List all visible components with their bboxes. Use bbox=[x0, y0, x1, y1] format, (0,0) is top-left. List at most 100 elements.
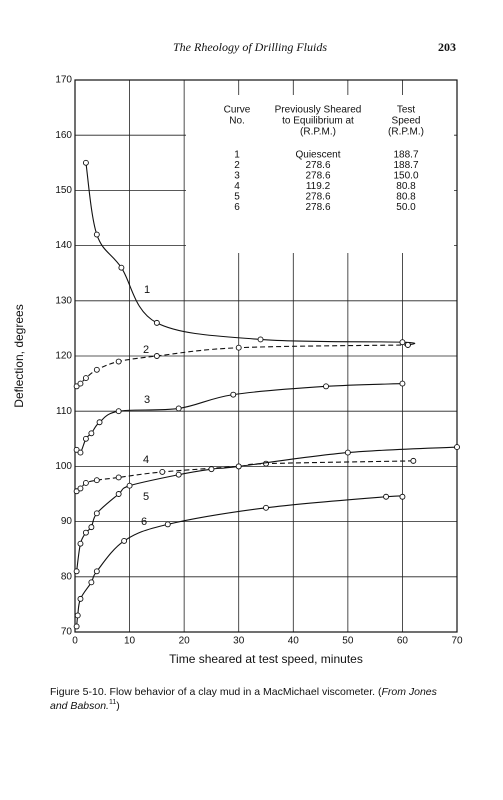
data-point bbox=[82, 480, 89, 486]
data-point bbox=[77, 380, 84, 387]
table-box bbox=[186, 95, 454, 253]
x-tick-label: 30 bbox=[233, 636, 245, 647]
y-tick-label: 120 bbox=[55, 351, 72, 362]
y-tick-label: 100 bbox=[55, 461, 72, 472]
running-title: The Rheology of Drilling Fluids bbox=[173, 40, 327, 54]
data-point bbox=[93, 510, 100, 517]
data-point bbox=[118, 264, 125, 271]
curve-label: 3 bbox=[144, 394, 150, 406]
data-point bbox=[73, 623, 80, 630]
table-header: to Equilibrium at bbox=[282, 116, 354, 127]
caption-source: and Babson. bbox=[50, 700, 109, 712]
data-point bbox=[208, 466, 215, 473]
data-point bbox=[73, 488, 80, 495]
data-point bbox=[126, 482, 133, 489]
caption-ref: 11 bbox=[109, 699, 116, 706]
x-tick-label: 60 bbox=[397, 636, 409, 647]
data-point bbox=[399, 380, 406, 387]
curve-label: 2 bbox=[143, 344, 149, 356]
data-point bbox=[77, 485, 84, 492]
data-point bbox=[88, 524, 95, 531]
x-tick-label: 10 bbox=[124, 636, 136, 647]
data-point bbox=[74, 612, 81, 619]
table-cell: 3 bbox=[234, 171, 240, 182]
data-point bbox=[73, 446, 80, 453]
data-point bbox=[82, 375, 89, 382]
data-point bbox=[82, 529, 89, 536]
data-point bbox=[73, 568, 80, 575]
table-header: Previously Sheared bbox=[275, 105, 362, 116]
y-tick-label: 110 bbox=[56, 406, 72, 417]
table-header: No. bbox=[229, 116, 245, 127]
page-number: 203 bbox=[438, 40, 456, 54]
y-tick-label: 90 bbox=[61, 516, 73, 527]
data-point bbox=[399, 493, 406, 500]
data-point bbox=[399, 339, 406, 346]
x-axis-label: Time sheared at test speed, minutes bbox=[169, 652, 363, 666]
y-tick-label: 160 bbox=[55, 130, 72, 141]
data-point bbox=[115, 358, 122, 365]
data-point bbox=[77, 540, 84, 547]
data-point bbox=[164, 521, 171, 528]
data-point bbox=[115, 491, 122, 497]
data-point bbox=[235, 344, 242, 351]
data-point bbox=[153, 319, 160, 326]
curve-label: 5 bbox=[143, 491, 149, 503]
y-tick-label: 130 bbox=[55, 295, 72, 306]
curve-label: 4 bbox=[143, 454, 149, 466]
table-cell: 188.7 bbox=[393, 150, 418, 161]
x-tick-label: 20 bbox=[179, 636, 191, 647]
data-point bbox=[175, 471, 182, 478]
table-cell: 278.6 bbox=[305, 171, 330, 182]
table-cell: 80.8 bbox=[396, 192, 416, 203]
data-point bbox=[115, 474, 122, 481]
data-point bbox=[175, 405, 182, 412]
curve-label: 1 bbox=[144, 284, 150, 296]
data-point bbox=[323, 383, 329, 390]
data-point bbox=[82, 435, 89, 442]
data-point bbox=[383, 493, 390, 500]
data-point bbox=[454, 444, 460, 451]
curve-label: 6 bbox=[141, 516, 147, 528]
x-tick-label: 50 bbox=[342, 636, 354, 647]
data-point bbox=[263, 460, 269, 467]
table-cell: 278.6 bbox=[305, 202, 330, 213]
table-header: Curve bbox=[224, 105, 251, 116]
data-point bbox=[153, 353, 160, 359]
data-point bbox=[88, 579, 95, 586]
data-point bbox=[73, 383, 80, 390]
data-point bbox=[88, 430, 95, 437]
data-point bbox=[230, 391, 237, 398]
y-tick-label: 140 bbox=[55, 240, 72, 251]
y-tick-label: 150 bbox=[55, 185, 72, 196]
caption: Figure 5-10. Flow behavior of a clay mud… bbox=[50, 686, 438, 698]
data-point bbox=[121, 537, 128, 544]
table-cell: 2 bbox=[234, 160, 240, 171]
x-tick-label: 70 bbox=[451, 636, 463, 647]
data-point bbox=[404, 342, 411, 348]
table-header: Speed bbox=[392, 116, 421, 127]
data-point bbox=[263, 504, 269, 511]
data-point bbox=[93, 477, 100, 484]
data-point bbox=[93, 568, 100, 575]
table-header: Test bbox=[397, 105, 416, 116]
data-point bbox=[77, 449, 84, 456]
table-header: (R.P.M.) bbox=[388, 127, 424, 138]
data-point bbox=[115, 408, 122, 415]
y-tick-label: 70 bbox=[61, 627, 73, 638]
table-cell: 188.7 bbox=[393, 160, 418, 171]
data-point bbox=[96, 419, 103, 426]
table-cell: 278.6 bbox=[305, 192, 330, 203]
y-tick-label: 80 bbox=[61, 571, 73, 582]
table-cell: 4 bbox=[234, 181, 240, 192]
data-point bbox=[235, 463, 242, 470]
caption-end: ) bbox=[116, 700, 120, 712]
data-point bbox=[93, 366, 100, 373]
table-cell: 5 bbox=[234, 192, 240, 203]
curve bbox=[76, 495, 403, 627]
y-axis-label: Deflection, degrees bbox=[12, 304, 26, 407]
data-point bbox=[410, 457, 417, 464]
data-point bbox=[257, 336, 264, 343]
curve bbox=[76, 383, 403, 454]
